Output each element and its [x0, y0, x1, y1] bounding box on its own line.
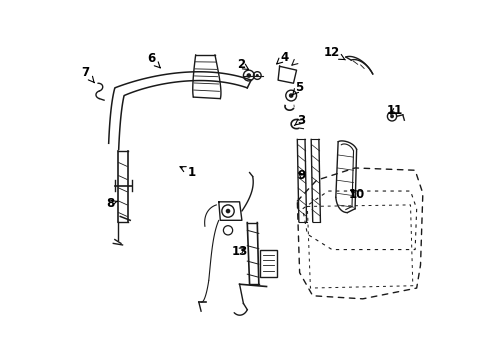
Text: 3: 3: [294, 114, 305, 127]
Text: 12: 12: [324, 46, 345, 60]
Circle shape: [289, 93, 294, 98]
Text: 1: 1: [180, 166, 196, 179]
Circle shape: [246, 73, 251, 78]
Text: 7: 7: [81, 66, 95, 83]
Text: 6: 6: [147, 52, 160, 68]
Circle shape: [390, 114, 394, 118]
Text: 5: 5: [292, 81, 303, 95]
Circle shape: [226, 209, 230, 213]
Text: 11: 11: [387, 104, 403, 117]
Text: 10: 10: [348, 188, 365, 201]
Text: 13: 13: [231, 244, 248, 258]
Text: 4: 4: [277, 50, 288, 64]
Circle shape: [256, 74, 259, 77]
Text: 8: 8: [106, 197, 117, 210]
Text: 2: 2: [237, 58, 248, 71]
Text: 9: 9: [298, 169, 306, 182]
